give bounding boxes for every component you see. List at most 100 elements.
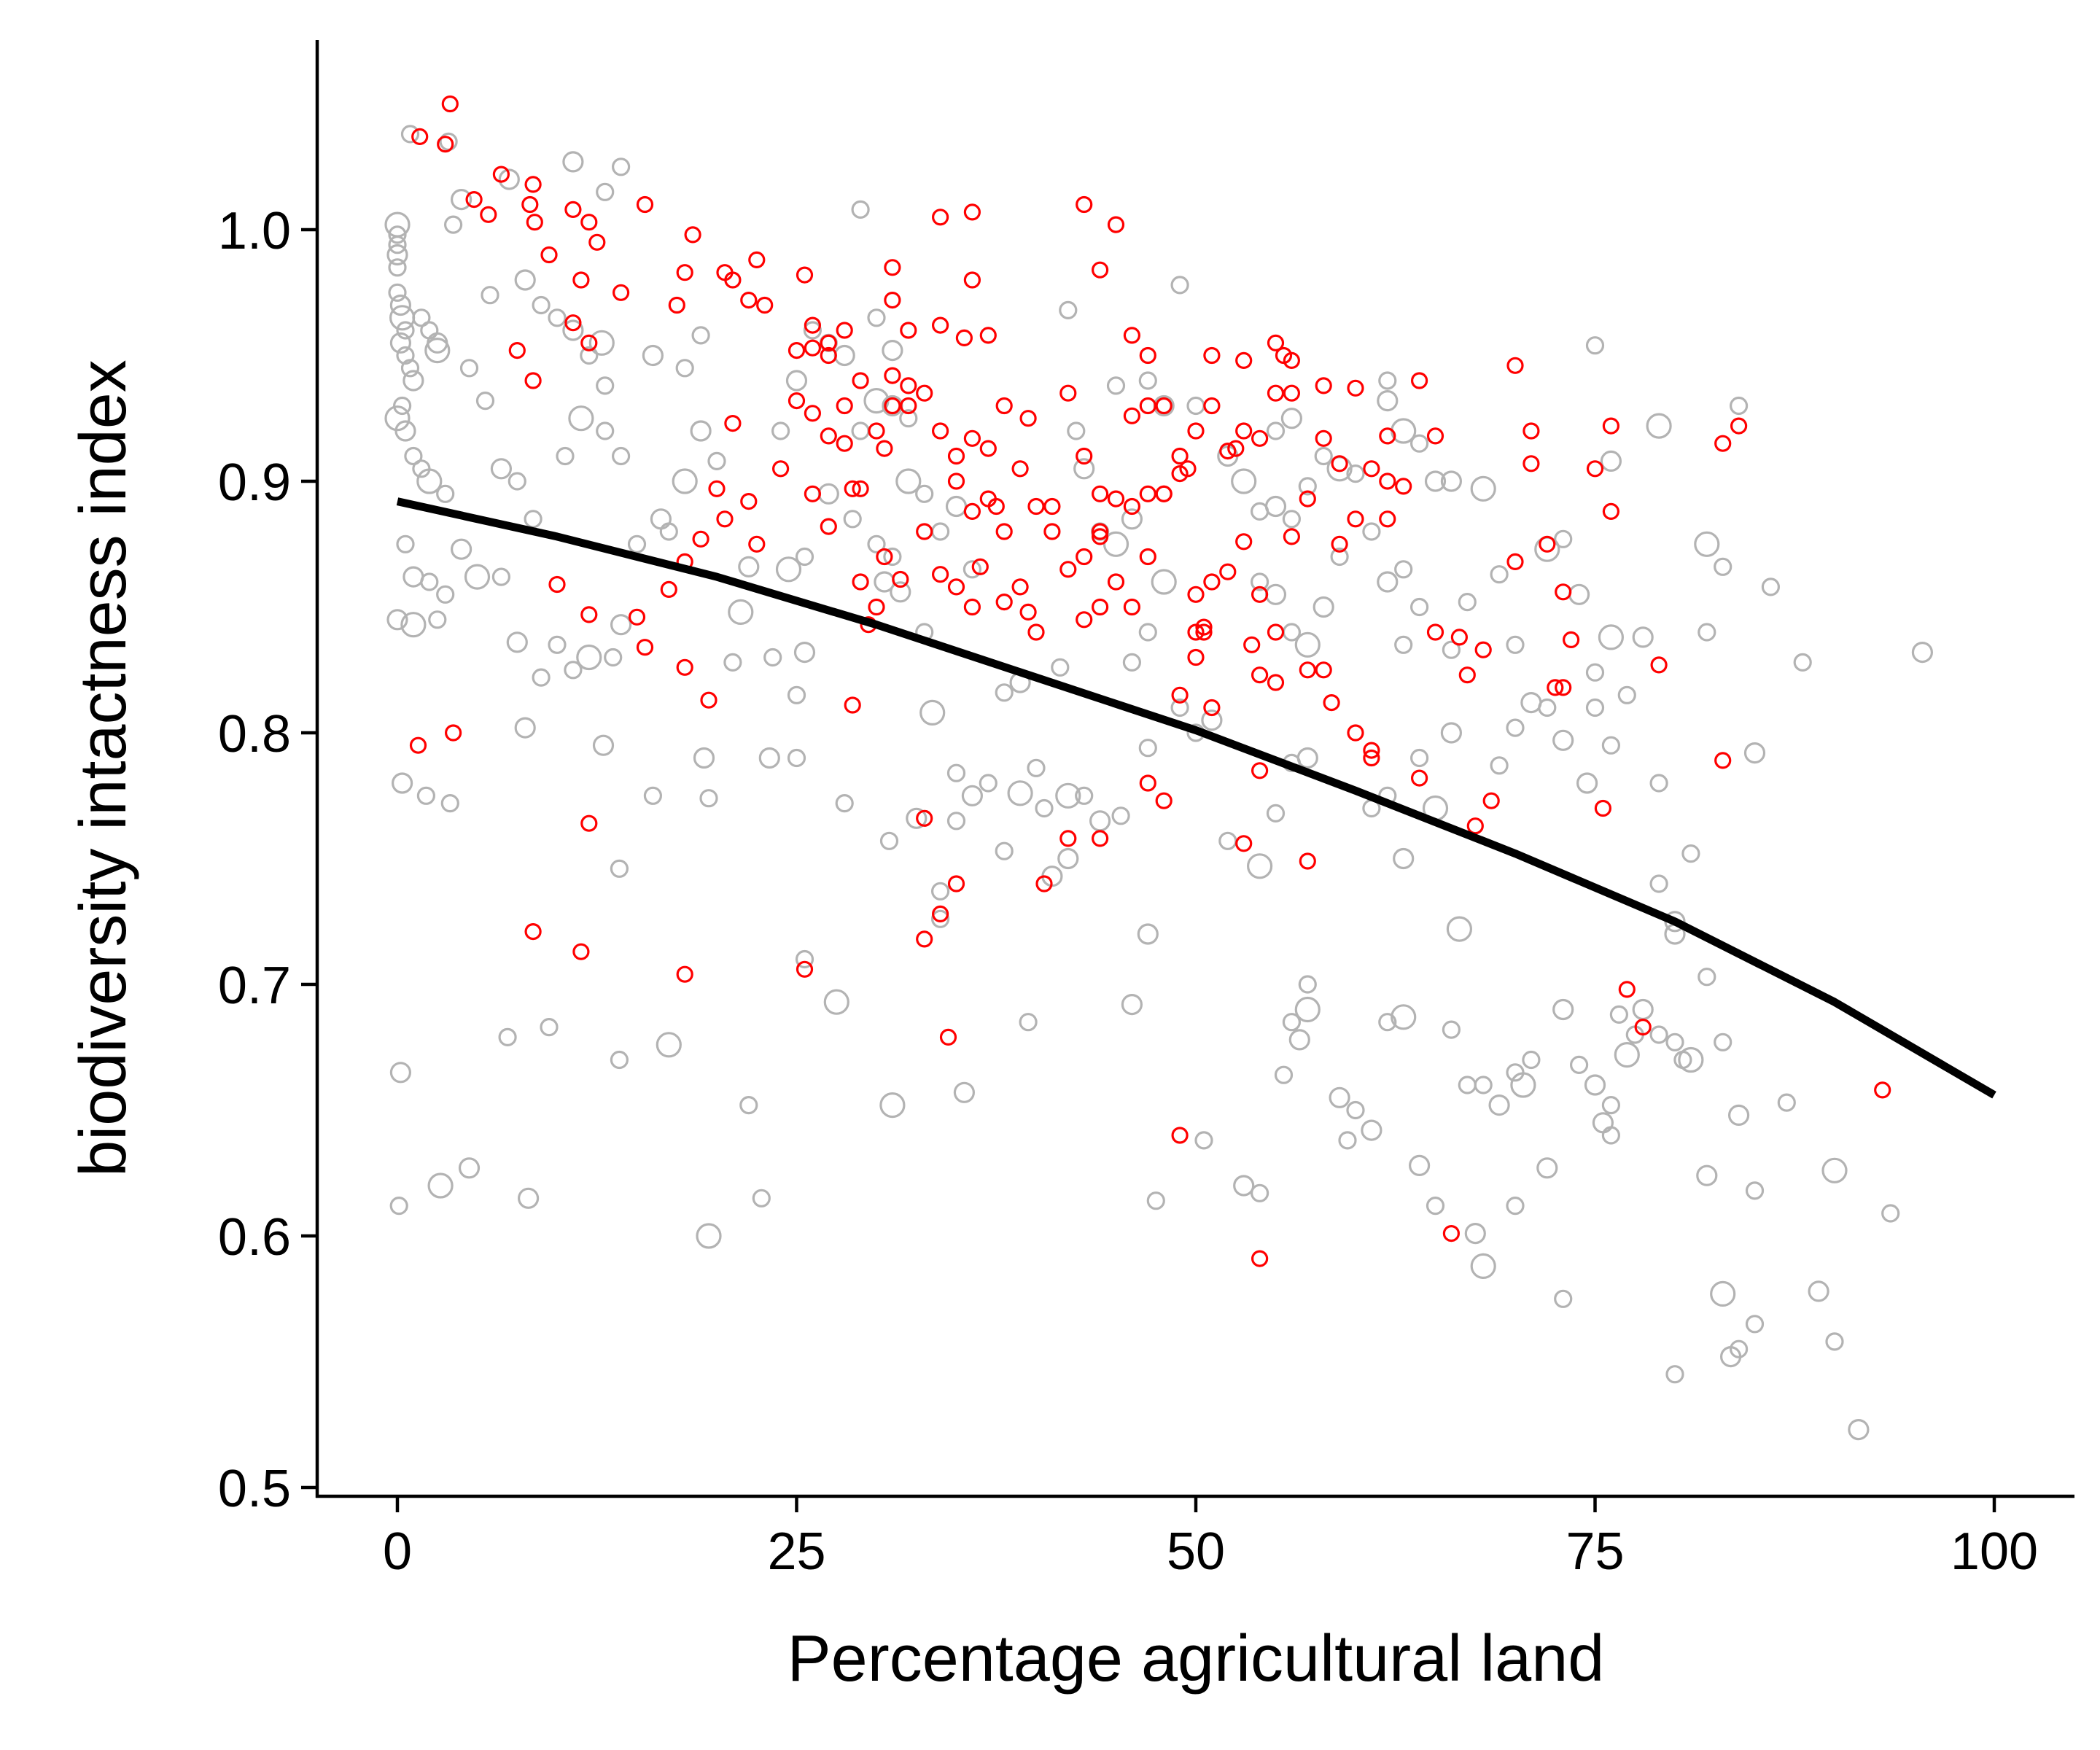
data-point [1139,485,1156,502]
data-point [386,244,408,266]
data-point [1123,407,1141,424]
data-point [836,435,853,452]
data-point [1464,1222,1486,1245]
data-point [788,392,806,410]
data-point [852,480,869,497]
data-point [1534,536,1560,562]
x-tick-label: 75 [1566,1522,1624,1581]
data-point [627,534,647,553]
data-point [1264,495,1287,518]
data-point [1585,663,1605,682]
data-point [1251,429,1269,447]
data-point [852,372,869,389]
data-point [388,283,407,302]
data-point [1821,1157,1848,1183]
data-point [1057,847,1079,870]
data-point [1346,464,1365,483]
data-point [475,391,495,411]
data-point [1067,421,1086,440]
data-point [1171,1127,1189,1144]
data-point [851,200,870,219]
data-point [724,414,742,432]
data-point [388,236,407,254]
data-point [441,95,459,113]
data-point [532,668,551,687]
data-point [580,814,598,832]
data-point [1201,709,1223,731]
data-point [796,266,814,284]
data-point [739,1095,758,1115]
data-point [1363,742,1380,759]
data-point [1275,346,1293,365]
data-point [945,495,968,518]
data-point [724,271,742,289]
data-point [939,1028,957,1046]
data-point [1393,847,1415,870]
data-point [1266,804,1286,823]
data-point [506,631,528,653]
data-point [1035,875,1053,892]
data-point [693,747,715,769]
data-point [756,296,774,314]
data-point [1019,603,1037,621]
data-point [427,1172,454,1199]
data-point [386,609,408,631]
data-point [804,339,822,357]
data-point [979,774,998,793]
data-point [916,809,933,827]
data-point [796,960,814,978]
data-point [1294,631,1321,658]
data-point [1155,397,1172,415]
data-point [1646,413,1672,439]
data-point [1329,1086,1350,1108]
data-point [443,215,463,234]
data-point [817,483,839,505]
data-point [596,182,615,201]
data-point [844,480,861,497]
data-point [740,492,758,510]
data-point [1634,1018,1652,1036]
data-point [1743,742,1766,764]
data-point [604,648,623,667]
data-point [1107,490,1125,508]
data-point [931,209,949,226]
data-point [804,485,822,502]
data-point [459,359,479,378]
data-point [1155,485,1172,502]
data-point [963,502,981,521]
data-point [548,308,567,327]
data-point [1059,830,1077,847]
data-point [748,251,766,268]
data-point [1091,528,1109,545]
data-point [987,497,1005,516]
data-point [1552,729,1574,751]
data-point [491,567,511,586]
data-point [1027,758,1046,777]
data-point [852,573,869,591]
data-point [1730,396,1749,416]
data-point [1233,1175,1255,1197]
data-point [804,316,822,334]
data-point [752,1189,771,1208]
data-point [1698,968,1716,987]
data-point [391,772,413,794]
data-point [394,420,416,442]
data-point [1522,1050,1541,1070]
data-point [1264,583,1287,605]
data-point [402,566,424,588]
data-point [1043,523,1061,540]
data-point [1091,485,1109,502]
data-point [1361,1119,1382,1141]
data-point [610,614,632,636]
data-point [1510,1072,1536,1098]
data-point [524,922,542,941]
data-point [995,397,1013,415]
x-axis-ticks: 0 25 50 75 100 [383,1496,2038,1581]
data-point [946,812,966,831]
data-point [1296,747,1318,769]
data-point [1506,553,1524,571]
data-point [402,370,424,392]
data-point [389,305,416,331]
data-point [1251,586,1269,603]
data-point [1563,631,1580,649]
